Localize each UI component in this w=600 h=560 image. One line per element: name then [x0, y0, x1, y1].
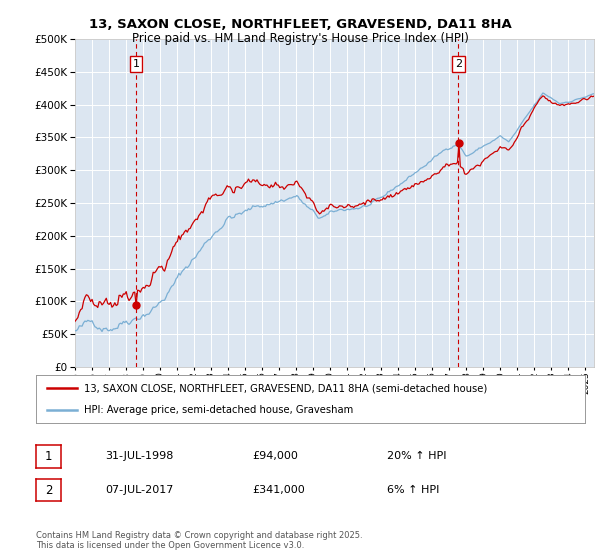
- Text: HPI: Average price, semi-detached house, Gravesham: HPI: Average price, semi-detached house,…: [85, 405, 353, 415]
- Text: 13, SAXON CLOSE, NORTHFLEET, GRAVESEND, DA11 8HA: 13, SAXON CLOSE, NORTHFLEET, GRAVESEND, …: [89, 18, 511, 31]
- Text: 13, SAXON CLOSE, NORTHFLEET, GRAVESEND, DA11 8HA (semi-detached house): 13, SAXON CLOSE, NORTHFLEET, GRAVESEND, …: [85, 383, 488, 393]
- Text: Price paid vs. HM Land Registry's House Price Index (HPI): Price paid vs. HM Land Registry's House …: [131, 32, 469, 45]
- Text: £341,000: £341,000: [252, 485, 305, 495]
- Text: £94,000: £94,000: [252, 451, 298, 461]
- Text: 6% ↑ HPI: 6% ↑ HPI: [387, 485, 439, 495]
- Text: 1: 1: [133, 59, 139, 69]
- Text: 1: 1: [45, 450, 52, 463]
- Text: 2: 2: [455, 59, 462, 69]
- Text: 20% ↑ HPI: 20% ↑ HPI: [387, 451, 446, 461]
- Text: 31-JUL-1998: 31-JUL-1998: [105, 451, 173, 461]
- Text: 2: 2: [45, 483, 52, 497]
- Text: 07-JUL-2017: 07-JUL-2017: [105, 485, 173, 495]
- Text: Contains HM Land Registry data © Crown copyright and database right 2025.
This d: Contains HM Land Registry data © Crown c…: [36, 531, 362, 550]
